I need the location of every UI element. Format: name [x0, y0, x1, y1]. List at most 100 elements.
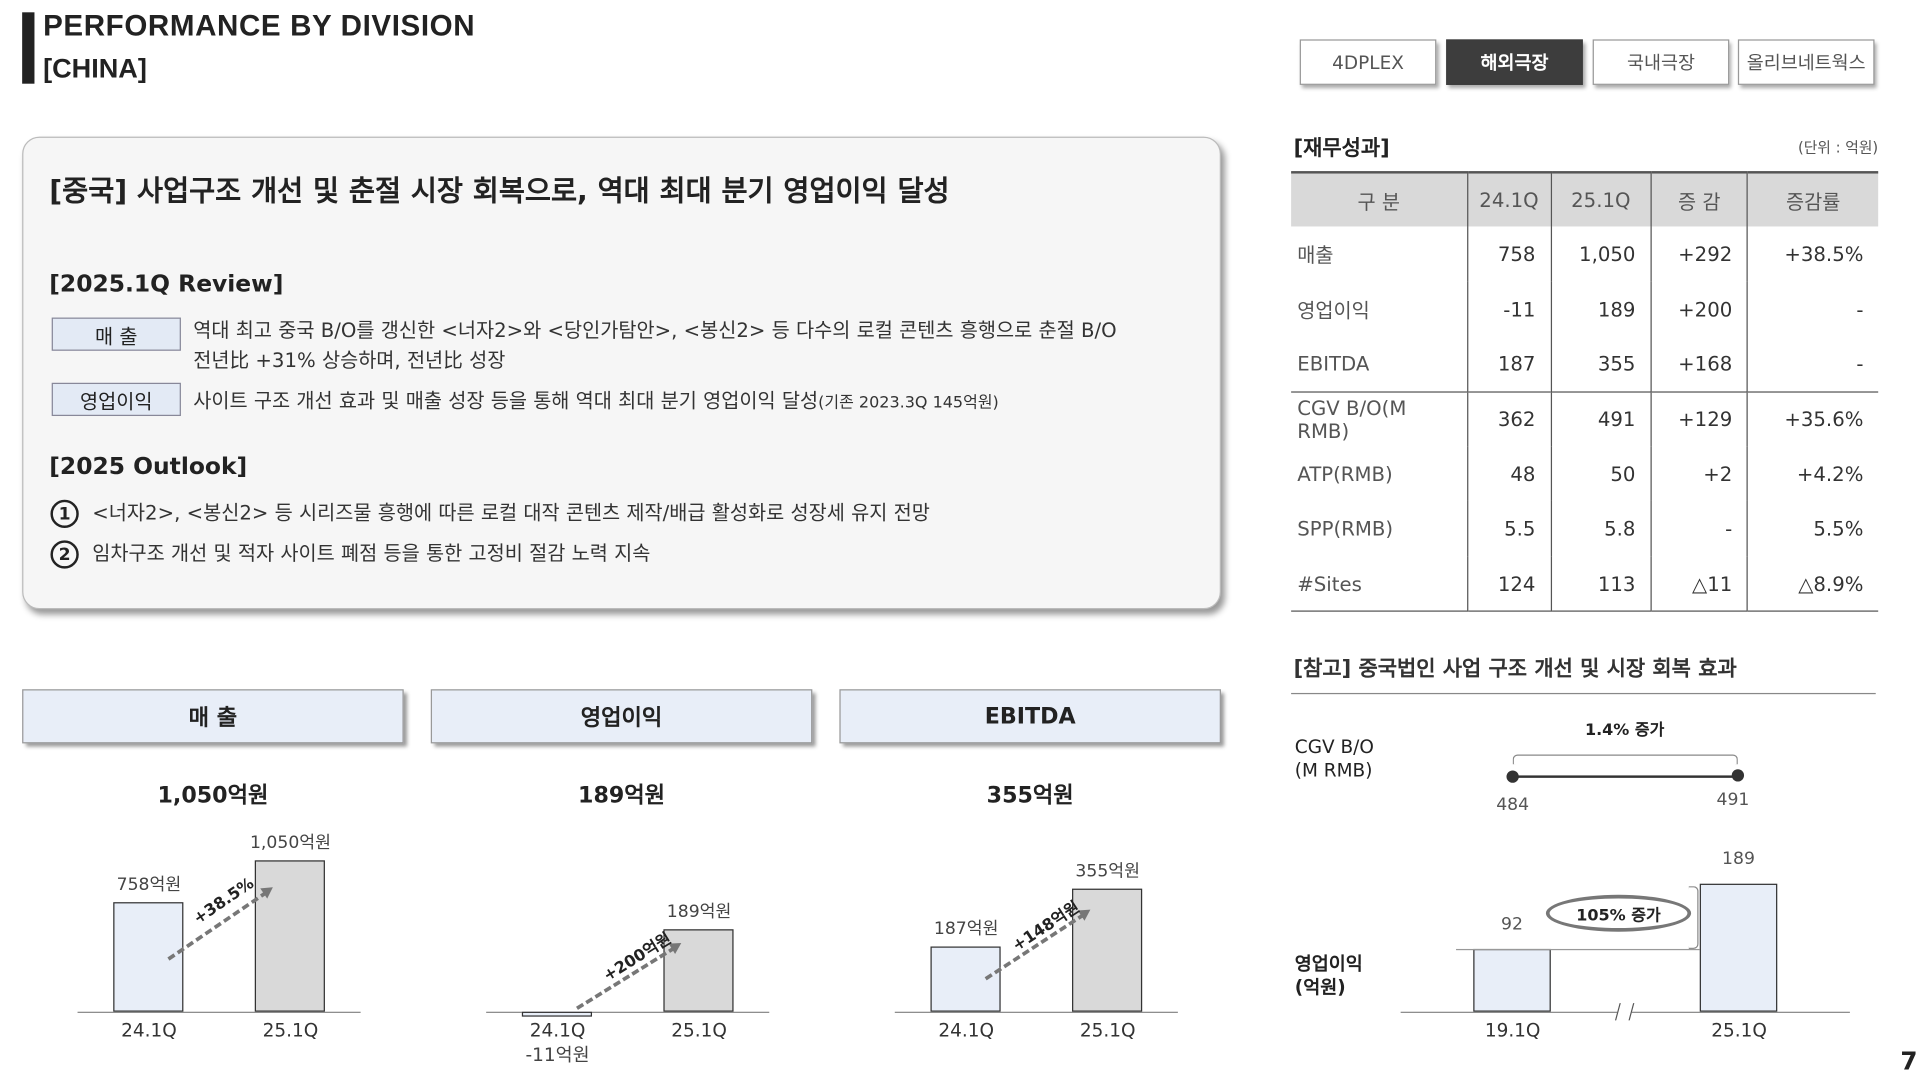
category-label: 25.1Q — [1711, 1019, 1767, 1042]
review-title: [2025.1Q Review] — [49, 270, 284, 298]
bo-label-value: 484 — [1496, 795, 1530, 815]
section-header: 영업이익 — [430, 689, 813, 744]
outlook-number: 2 — [50, 540, 79, 569]
bo-annotation: 1.4% 증가 — [1584, 721, 1665, 740]
x-axis — [486, 1011, 770, 1013]
table-cell: 187 — [1466, 336, 1551, 392]
headline-value: 355억원 — [986, 782, 1074, 809]
data-label: 187억원 — [933, 919, 999, 940]
financials-title: [재무성과] — [1293, 136, 1390, 162]
table-row: SPP(RMB) 5.5 5.8-5.5% — [1291, 501, 1879, 557]
table-cell: 491 — [1550, 390, 1651, 447]
table-cell: 1,050 — [1550, 226, 1651, 282]
data-label: 189억원 — [666, 902, 732, 922]
bo-label-value: 491 — [1716, 790, 1750, 810]
table-cell: 48 — [1466, 446, 1551, 502]
op-label: 영업이익 (억원) — [1295, 953, 1363, 1000]
x-axis — [894, 1011, 1178, 1013]
outlook-number: 1 — [50, 499, 79, 529]
x-axis — [77, 1011, 361, 1013]
data-label: 758억원 — [116, 875, 182, 896]
reference-line — [1456, 948, 1700, 951]
outlook-text: 임차구조 개선 및 적자 사이트 폐점 등을 통한 고정비 절감 노력 지속 — [92, 541, 651, 565]
review-text-op: 사이트 구조 개선 효과 및 매출 성장 등을 통해 역대 최대 분기 영업이익… — [193, 386, 999, 418]
page-title: PERFORMANCE BY DIVISION — [43, 9, 476, 44]
table-row: CGV B/O(M RMB) 362 491 +129 +35.6% — [1291, 390, 1879, 447]
tab-overseas-theater[interactable]: 해외극장 — [1446, 39, 1583, 85]
headline-value: 189억원 — [578, 782, 666, 809]
tab-domestic-theater[interactable]: 국내극장 — [1592, 39, 1730, 85]
column-header: 증 감 — [1650, 171, 1748, 227]
reference-title: [참고] 중국법인 사업 구조 개선 및 시장 회복 효과 — [1293, 657, 1737, 682]
bo-line — [1512, 775, 1738, 778]
review-line: 사이트 구조 개선 효과 및 매출 성장 등을 통해 역대 최대 분기 영업이익… — [193, 388, 819, 413]
label-line: 영업이익 — [1294, 952, 1363, 975]
divider — [1291, 692, 1876, 695]
table-row: ATP(RMB) 48 50 +2 +4.2% — [1291, 446, 1879, 502]
table-cell: 5.8 — [1550, 501, 1651, 557]
tab-4dplex[interactable]: 4DPLEX — [1299, 39, 1437, 85]
outlook-title: [2025 Outlook] — [49, 452, 248, 481]
table-cell: 113 — [1550, 556, 1651, 613]
category-label: 25.1Q — [1079, 1019, 1136, 1042]
table-cell: +292 — [1650, 226, 1748, 282]
page-subtitle: [CHINA] — [43, 52, 147, 84]
tab-olive-networks[interactable]: 올리브네트웍스 — [1737, 39, 1875, 85]
table-cell: △8.9% — [1747, 556, 1879, 613]
table-cell: +2 — [1650, 446, 1748, 502]
table-cell: 124 — [1466, 556, 1551, 613]
bar — [254, 860, 325, 1012]
section-header: 매 출 — [22, 689, 404, 744]
axis-break-icon — [1614, 1003, 1635, 1021]
bar — [930, 946, 1001, 1012]
table-cell: +168 — [1650, 336, 1748, 392]
data-label: 1,050억원 — [249, 833, 331, 853]
review-line: 전년比 +31% 상승하며, 전년比 성장 — [193, 348, 506, 372]
review-tag-sales: 매 출 — [51, 317, 181, 351]
bar — [1072, 888, 1143, 1012]
op-annotation: 105% 증가 — [1545, 894, 1692, 932]
bar — [521, 1011, 593, 1017]
headline-value: 1,050억원 — [157, 782, 269, 809]
column-header: 증감률 — [1747, 171, 1879, 227]
op-bracket — [1688, 886, 1699, 949]
financials-unit: (단위 : 억원) — [1797, 139, 1879, 157]
table-cell: CGV B/O(M RMB) — [1291, 390, 1468, 447]
bar — [1699, 883, 1778, 1012]
summary-headline: [중국] 사업구조 개선 및 춘절 시장 회복으로, 역대 최대 분기 영업이익… — [49, 176, 950, 209]
data-label: 355억원 — [1075, 861, 1141, 882]
table-row: EBITDA 187 355 +168- — [1291, 336, 1879, 392]
column-header: 구 분 — [1291, 171, 1468, 227]
bo-point — [1506, 770, 1519, 783]
data-label: 92 — [1501, 914, 1523, 935]
label-line: CGV B/O — [1294, 736, 1374, 759]
label-line: (M RMB) — [1294, 759, 1373, 782]
column-header: 24.1Q — [1466, 171, 1551, 227]
table-cell: - — [1650, 501, 1748, 557]
table-cell: +35.6% — [1747, 390, 1879, 447]
table-cell: +129 — [1650, 390, 1748, 447]
table-cell: 영업이익 — [1297, 299, 1370, 323]
table-row: #Sites 124 113 △11 △8.9% — [1291, 556, 1879, 613]
table-cell: SPP(RMB) — [1297, 517, 1394, 541]
column-header: 25.1Q — [1550, 171, 1651, 227]
review-text-sales: 역대 최고 중국 B/O를 갱신한 <너자2>와 <당인가탐안>, <봉신2> … — [193, 316, 1116, 375]
category-label: 19.1Q — [1484, 1019, 1541, 1042]
bo-point — [1731, 769, 1745, 782]
category-label: 25.1Q — [262, 1019, 319, 1042]
label-line: (억원) — [1294, 976, 1346, 999]
review-note: (기존 2023.3Q 145억원) — [818, 393, 999, 413]
table-row: 매출 758 1,050 +292 +38.5% — [1291, 226, 1879, 282]
table-cell: +4.2% — [1747, 446, 1879, 502]
category-label: 24.1Q — [938, 1019, 995, 1042]
table-cell: -11 — [1466, 281, 1551, 337]
data-label: 189 — [1722, 849, 1755, 869]
summary-box — [22, 136, 1221, 610]
category-label: 24.1Q — [529, 1019, 586, 1042]
page-number: 7 — [1900, 1046, 1918, 1076]
table-cell: +200 — [1650, 281, 1748, 337]
review-tag-op: 영업이익 — [51, 382, 181, 417]
table-cell: △11 — [1650, 556, 1748, 613]
financials-table: 구 분 24.1Q 25.1Q 증 감 증감률 매출 758 1,050 +292 +38.5%… — [1291, 171, 1879, 613]
category-label: 25.1Q — [671, 1019, 727, 1042]
